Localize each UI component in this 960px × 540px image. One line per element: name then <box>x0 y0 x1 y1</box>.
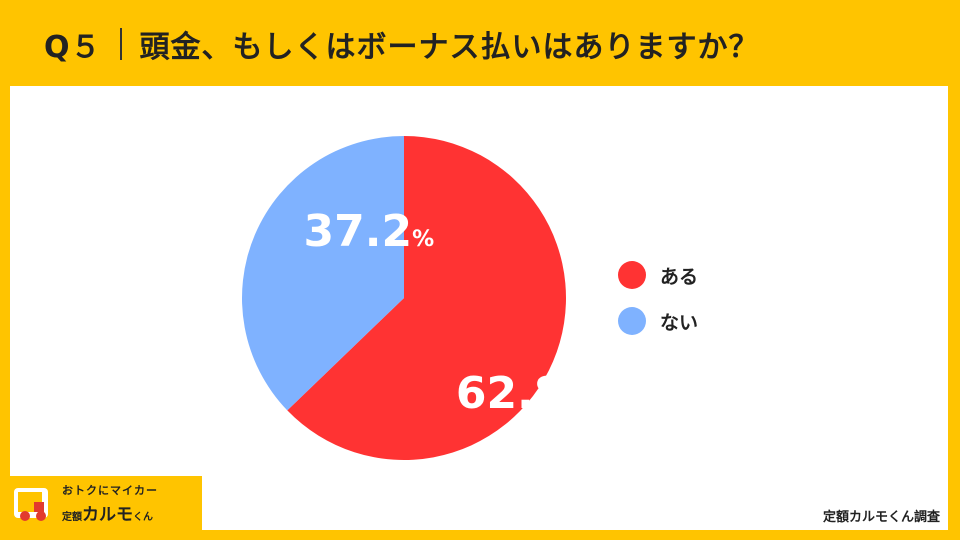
question-text: 頭金、もしくはボーナス払いはありますか？ <box>139 30 760 65</box>
logo-name: 定額カルモくん <box>62 500 158 525</box>
slice-value-label-nai: 37.2% <box>304 206 435 257</box>
pie-chart: 62.8% 37.2% <box>241 136 587 460</box>
slice-value-label-aru: 62.8% <box>456 368 587 419</box>
legend-label-nai: ない <box>660 311 699 334</box>
logo-text: おトクにマイカー 定額カルモくん <box>62 482 158 525</box>
legend-item-aru: ある <box>618 260 698 290</box>
pie-slice-nai <box>241 136 404 411</box>
survey-credit: 定額カルモくん調査 <box>822 510 940 525</box>
pie-slice-aru <box>287 136 566 460</box>
pie-labels: 62.8% 37.2% <box>304 206 587 419</box>
legend-swatch-nai <box>618 307 646 335</box>
chart-title: Q５ 頭金、もしくはボーナス払いはありますか？ <box>44 16 760 72</box>
question-number: Q５ <box>44 30 102 65</box>
legend-label-aru: ある <box>660 265 699 288</box>
legend: ある ない <box>618 260 698 352</box>
pie-slices <box>241 136 566 460</box>
logo-tagline: おトクにマイカー <box>62 483 158 497</box>
car-logo-icon <box>12 482 54 524</box>
brand-logo: おトクにマイカー 定額カルモくん <box>6 476 202 530</box>
logo-name-suffix: くん <box>133 511 153 523</box>
legend-swatch-aru <box>618 261 646 289</box>
title-separator <box>119 28 122 60</box>
logo-name-main: カルモ <box>82 504 133 525</box>
legend-item-nai: ない <box>618 306 698 336</box>
chart-panel: 62.8% 37.2% ある ない <box>10 86 948 530</box>
logo-name-prefix: 定額 <box>62 511 82 523</box>
